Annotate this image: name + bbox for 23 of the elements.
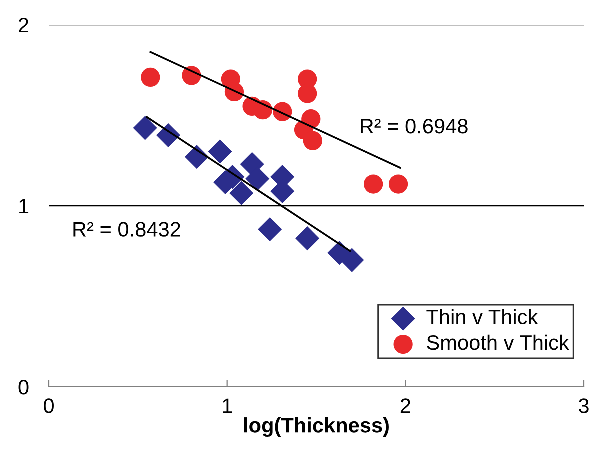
point <box>388 174 408 194</box>
annotation: R² = 0.6948 <box>361 119 468 134</box>
point <box>296 226 320 251</box>
point <box>246 166 270 191</box>
x-tick-label: 3 <box>579 398 589 414</box>
x-tick-label: 1 <box>223 398 232 414</box>
point <box>340 248 364 272</box>
annotation: R² = 0.8432 <box>74 222 180 237</box>
y-tick-label: 1 <box>20 199 29 214</box>
x-tick-label: 0 <box>44 398 54 414</box>
y-tick-label: 0 <box>18 380 29 395</box>
legend-label: Thin v Thick <box>426 309 538 325</box>
point <box>303 131 323 150</box>
legend-label: Smooth v Thick <box>427 334 570 350</box>
x-tick-label: 2 <box>400 398 410 414</box>
y-tick-label: 2 <box>19 18 29 33</box>
point <box>364 174 384 194</box>
point <box>141 68 160 88</box>
point <box>208 140 232 164</box>
point <box>133 116 158 140</box>
x-axis-title: log(Thickness) <box>244 418 389 438</box>
point <box>258 218 282 242</box>
point <box>230 181 254 206</box>
